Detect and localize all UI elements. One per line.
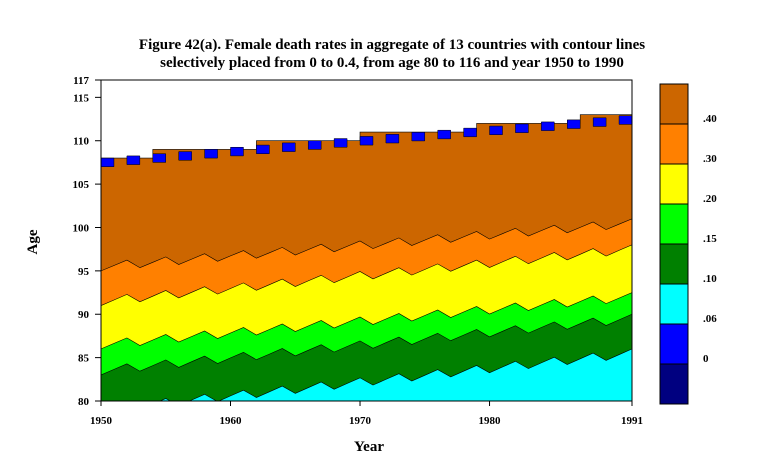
y-tick-label: 80: [78, 396, 90, 408]
y-tick-label: 117: [73, 75, 89, 87]
legend-label: .10: [703, 273, 717, 285]
y-tick-label: 105: [73, 179, 90, 191]
chart-title-line-2: selectively placed from 0 to 0.4, from a…: [160, 55, 624, 71]
chart-title-line-1: Figure 42(a). Female death rates in aggr…: [138, 37, 646, 53]
legend: .40 .30 .20 .15 .10 .06 0: [659, 83, 717, 405]
y-axis: 80 85 90 95 100 105 110 115 117: [73, 75, 101, 408]
x-tick-label: 1980: [479, 415, 502, 427]
y-tick-label: 85: [78, 353, 90, 365]
y-tick-label: 100: [73, 222, 90, 234]
legend-label: .30: [703, 153, 717, 165]
legend-swatch: [659, 163, 689, 205]
contour-edge-fringe: [101, 115, 632, 168]
legend-swatch: [659, 323, 689, 365]
plot-frame: [100, 79, 633, 402]
x-tick-label: 1970: [349, 415, 372, 427]
legend-swatch: [659, 363, 689, 405]
contour-band-0.06: [101, 348, 632, 401]
x-tick-label: 1960: [220, 415, 243, 427]
y-tick-label: 95: [78, 266, 90, 278]
plot-area: [101, 114, 632, 401]
y-tick-label: 115: [73, 92, 89, 104]
legend-swatch: [659, 123, 689, 165]
y-tick-label: 110: [73, 136, 89, 148]
legend-label: .15: [703, 233, 717, 245]
y-tick-label: 90: [78, 309, 90, 321]
legend-label: .06: [703, 313, 717, 325]
x-axis: 1950 1960 1970 1980 1991: [90, 401, 643, 427]
legend-label: .40: [703, 113, 717, 125]
legend-swatch: [659, 243, 689, 285]
x-tick-label: 1950: [90, 415, 113, 427]
legend-label: 0: [703, 353, 709, 365]
x-axis-label: Year: [354, 439, 384, 455]
legend-swatch: [659, 283, 689, 325]
legend-swatch: [659, 203, 689, 245]
y-axis-label: Age: [25, 229, 41, 254]
x-tick-label: 1991: [621, 415, 643, 427]
legend-swatch: [659, 83, 689, 125]
legend-label: .20: [703, 193, 717, 205]
